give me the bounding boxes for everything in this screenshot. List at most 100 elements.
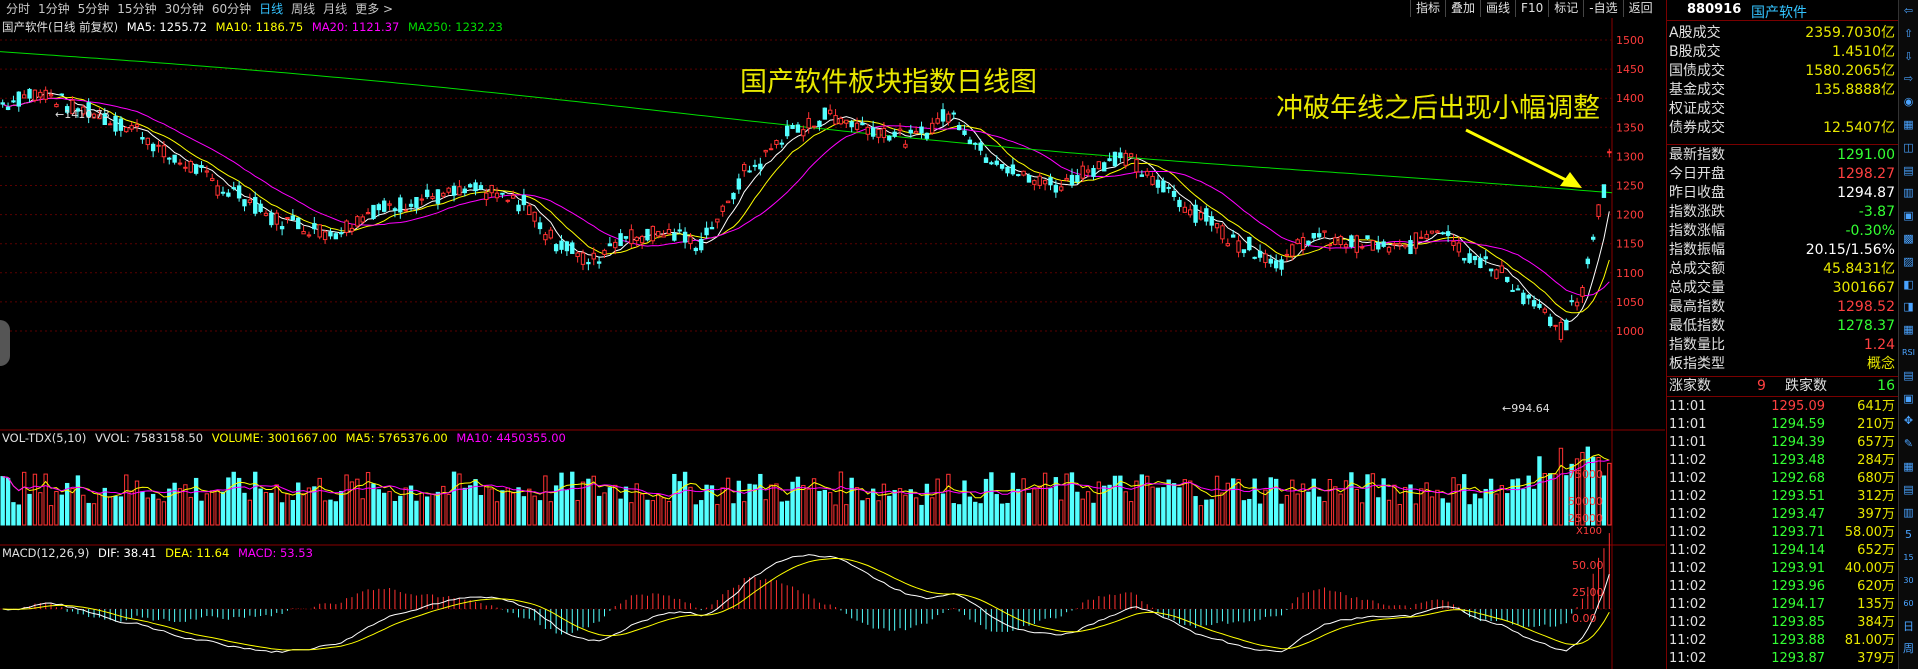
candle (1537, 303, 1542, 308)
candle (484, 192, 489, 201)
candle (1494, 269, 1499, 279)
candle (1171, 190, 1177, 197)
side-tool-icon[interactable]: ◫ (1903, 140, 1914, 154)
period-tab-0[interactable]: 分时 (6, 2, 31, 16)
tick-volume: 58.00万 (1844, 525, 1895, 540)
volume-bar (801, 484, 806, 526)
period-tab-8[interactable]: 月线 (323, 2, 348, 16)
side-tool-icon[interactable]: ▥ (1903, 505, 1914, 519)
candle (424, 189, 430, 198)
tool-button-1[interactable]: 叠加 (1445, 0, 1480, 17)
side-tool-icon[interactable]: ⇨ (1903, 72, 1914, 86)
side-tool-icon[interactable]: ▦ (1903, 118, 1914, 131)
candle (317, 224, 322, 238)
left-collapse-handle[interactable] (0, 320, 10, 366)
candle (1424, 233, 1429, 239)
tool-button-6[interactable]: 返回 (1622, 0, 1658, 17)
candle (1333, 237, 1338, 245)
tool-button-2[interactable]: 画线 (1480, 0, 1515, 17)
volume-bar (1096, 481, 1102, 526)
candle (322, 231, 328, 241)
candle (591, 252, 596, 260)
volume-bar (86, 502, 91, 526)
side-tool-icon[interactable]: ▩ (1903, 232, 1914, 245)
price-y-tick: 1350 (1616, 121, 1644, 134)
quote-row: 最低指数 1278.37 (1667, 317, 1899, 336)
side-tool-icon[interactable]: 周 (1903, 642, 1914, 656)
side-tool-icon[interactable]: ◉ (1903, 95, 1914, 109)
period-tab-3[interactable]: 15分钟 (117, 2, 157, 16)
period-tab-1[interactable]: 1分钟 (38, 2, 70, 16)
side-tool-icon[interactable]: ▤ (1903, 368, 1914, 382)
candle (279, 226, 285, 230)
side-tool-icon[interactable]: ▥ (1903, 186, 1914, 200)
tick-volume: 384万 (1857, 615, 1895, 630)
side-tool-icon[interactable]: ✎ (1903, 437, 1914, 451)
candle (607, 243, 613, 247)
candle (596, 261, 602, 264)
side-tool-icon[interactable]: ▣ (1903, 391, 1914, 405)
period-tab-5[interactable]: 60分钟 (211, 2, 252, 16)
side-tool-icon[interactable]: ▤ (1903, 482, 1914, 496)
side-tool-icon[interactable]: ▣ (1903, 209, 1914, 223)
candle (1134, 159, 1139, 173)
side-tool-icon[interactable]: ✥ (1903, 414, 1914, 428)
period-tab-4[interactable]: 30分钟 (164, 2, 204, 16)
side-tool-icon[interactable]: 30 (1903, 576, 1914, 585)
candle (355, 216, 360, 227)
up-count-label: 涨家数 (1669, 378, 1711, 394)
candle (1042, 180, 1048, 185)
volume-bar (210, 490, 215, 526)
period-tab-2[interactable]: 5分钟 (77, 2, 110, 16)
volume-bar (1440, 498, 1445, 526)
volume-bar (1510, 479, 1515, 526)
volume-bar (1193, 496, 1198, 526)
side-tool-icon[interactable]: ▦ (1903, 460, 1914, 473)
volume-bar (392, 500, 398, 526)
tick-time: 11:02 (1669, 471, 1707, 486)
side-tool-icon[interactable]: ▦ (1903, 323, 1914, 337)
side-tool-icon[interactable]: 60 (1903, 598, 1914, 608)
volume-bar (451, 471, 457, 526)
volume-bar (747, 483, 752, 526)
tool-button-5[interactable]: -自选 (1583, 0, 1622, 17)
period-tab-6[interactable]: 日线 (259, 2, 284, 16)
period-tab-9[interactable]: 更多 > (355, 2, 394, 16)
side-tool-icon[interactable]: ◨ (1903, 300, 1914, 314)
candle (817, 120, 822, 128)
side-tool-icon[interactable]: 日 (1903, 619, 1914, 633)
ma250-line (0, 51, 1613, 194)
volume-bar (618, 498, 623, 526)
dea-line (2, 557, 1610, 651)
tool-button-0[interactable]: 指标 (1410, 0, 1445, 17)
side-tool-icon[interactable]: ⇦ (1903, 4, 1914, 17)
quote-header: 880916 国产软件 (1667, 0, 1899, 21)
down-count: 16 (1877, 378, 1895, 394)
volume-bar (672, 473, 677, 526)
side-tool-icon[interactable]: RSI (1902, 348, 1915, 357)
side-tool-icon[interactable]: ▤ (1903, 163, 1914, 177)
volume-bar (586, 478, 591, 526)
side-tool-icon[interactable]: 15 (1903, 553, 1914, 563)
volume-bar (457, 473, 462, 526)
candle (435, 189, 441, 204)
volume-bar (1392, 484, 1397, 526)
candle (489, 184, 494, 194)
side-tool-icon[interactable]: ⇩ (1903, 49, 1914, 63)
side-tool-icon[interactable]: 5 (1905, 528, 1912, 542)
side-tool-icon[interactable]: ▨ (1903, 254, 1914, 268)
quote-label: 最低指数 (1669, 318, 1725, 334)
candle (618, 233, 623, 247)
volume-y-tick: 75000 (1568, 468, 1603, 481)
macd-y-tick: 25.00 (1572, 586, 1604, 599)
side-tool-icon[interactable]: ⇧ (1903, 26, 1914, 40)
tool-button-4[interactable]: 标记 (1548, 0, 1583, 17)
tool-button-3[interactable]: F10 (1515, 0, 1548, 17)
candle (801, 129, 806, 137)
side-tool-icon[interactable]: ◧ (1903, 277, 1914, 291)
period-tab-7[interactable]: 周线 (291, 2, 316, 16)
volume-bar (349, 481, 355, 526)
kline-chart[interactable]: 1500 1450 1400 1350 1300 1250 1200 1150 1100 1050… (0, 18, 1665, 669)
candle (962, 130, 967, 135)
volume-bar (892, 489, 897, 526)
